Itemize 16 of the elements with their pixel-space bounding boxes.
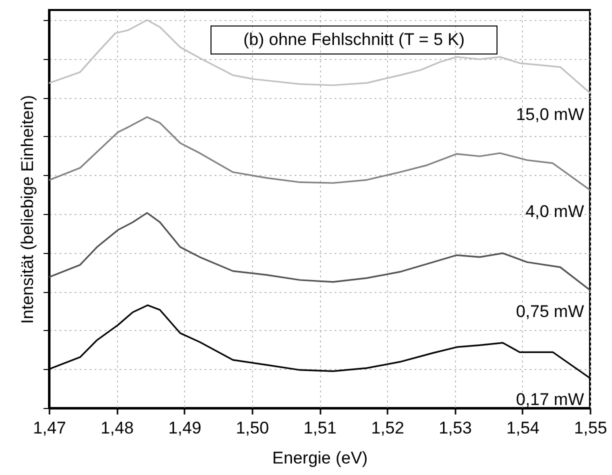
x-axis-title: Energie (eV) bbox=[272, 448, 368, 468]
series-label: 0,17 mW bbox=[516, 390, 584, 410]
annotation: (b) ohne Fehlschnitt (T = 5 K) bbox=[243, 30, 465, 49]
series-label: 4,0 mW bbox=[525, 202, 584, 221]
x-tick-label: 1,48 bbox=[100, 418, 134, 438]
x-tick-label: 1,47 bbox=[32, 418, 66, 438]
series-label: 0,75 mW bbox=[516, 302, 584, 322]
x-tick-label: 1,55 bbox=[574, 418, 608, 438]
series-label: 15,0 mW bbox=[516, 105, 584, 124]
x-tick-label: 1,53 bbox=[438, 418, 472, 438]
x-tick-label: 1,54 bbox=[506, 418, 540, 438]
y-axis-title: Intensität (beliebige Einheiten) bbox=[18, 95, 37, 324]
x-tick-label: 1,50 bbox=[236, 418, 269, 438]
x-tick-label: 1,52 bbox=[371, 418, 404, 438]
x-tick-label: 1,49 bbox=[168, 418, 202, 438]
x-tick-label: 1,51 bbox=[303, 418, 337, 438]
